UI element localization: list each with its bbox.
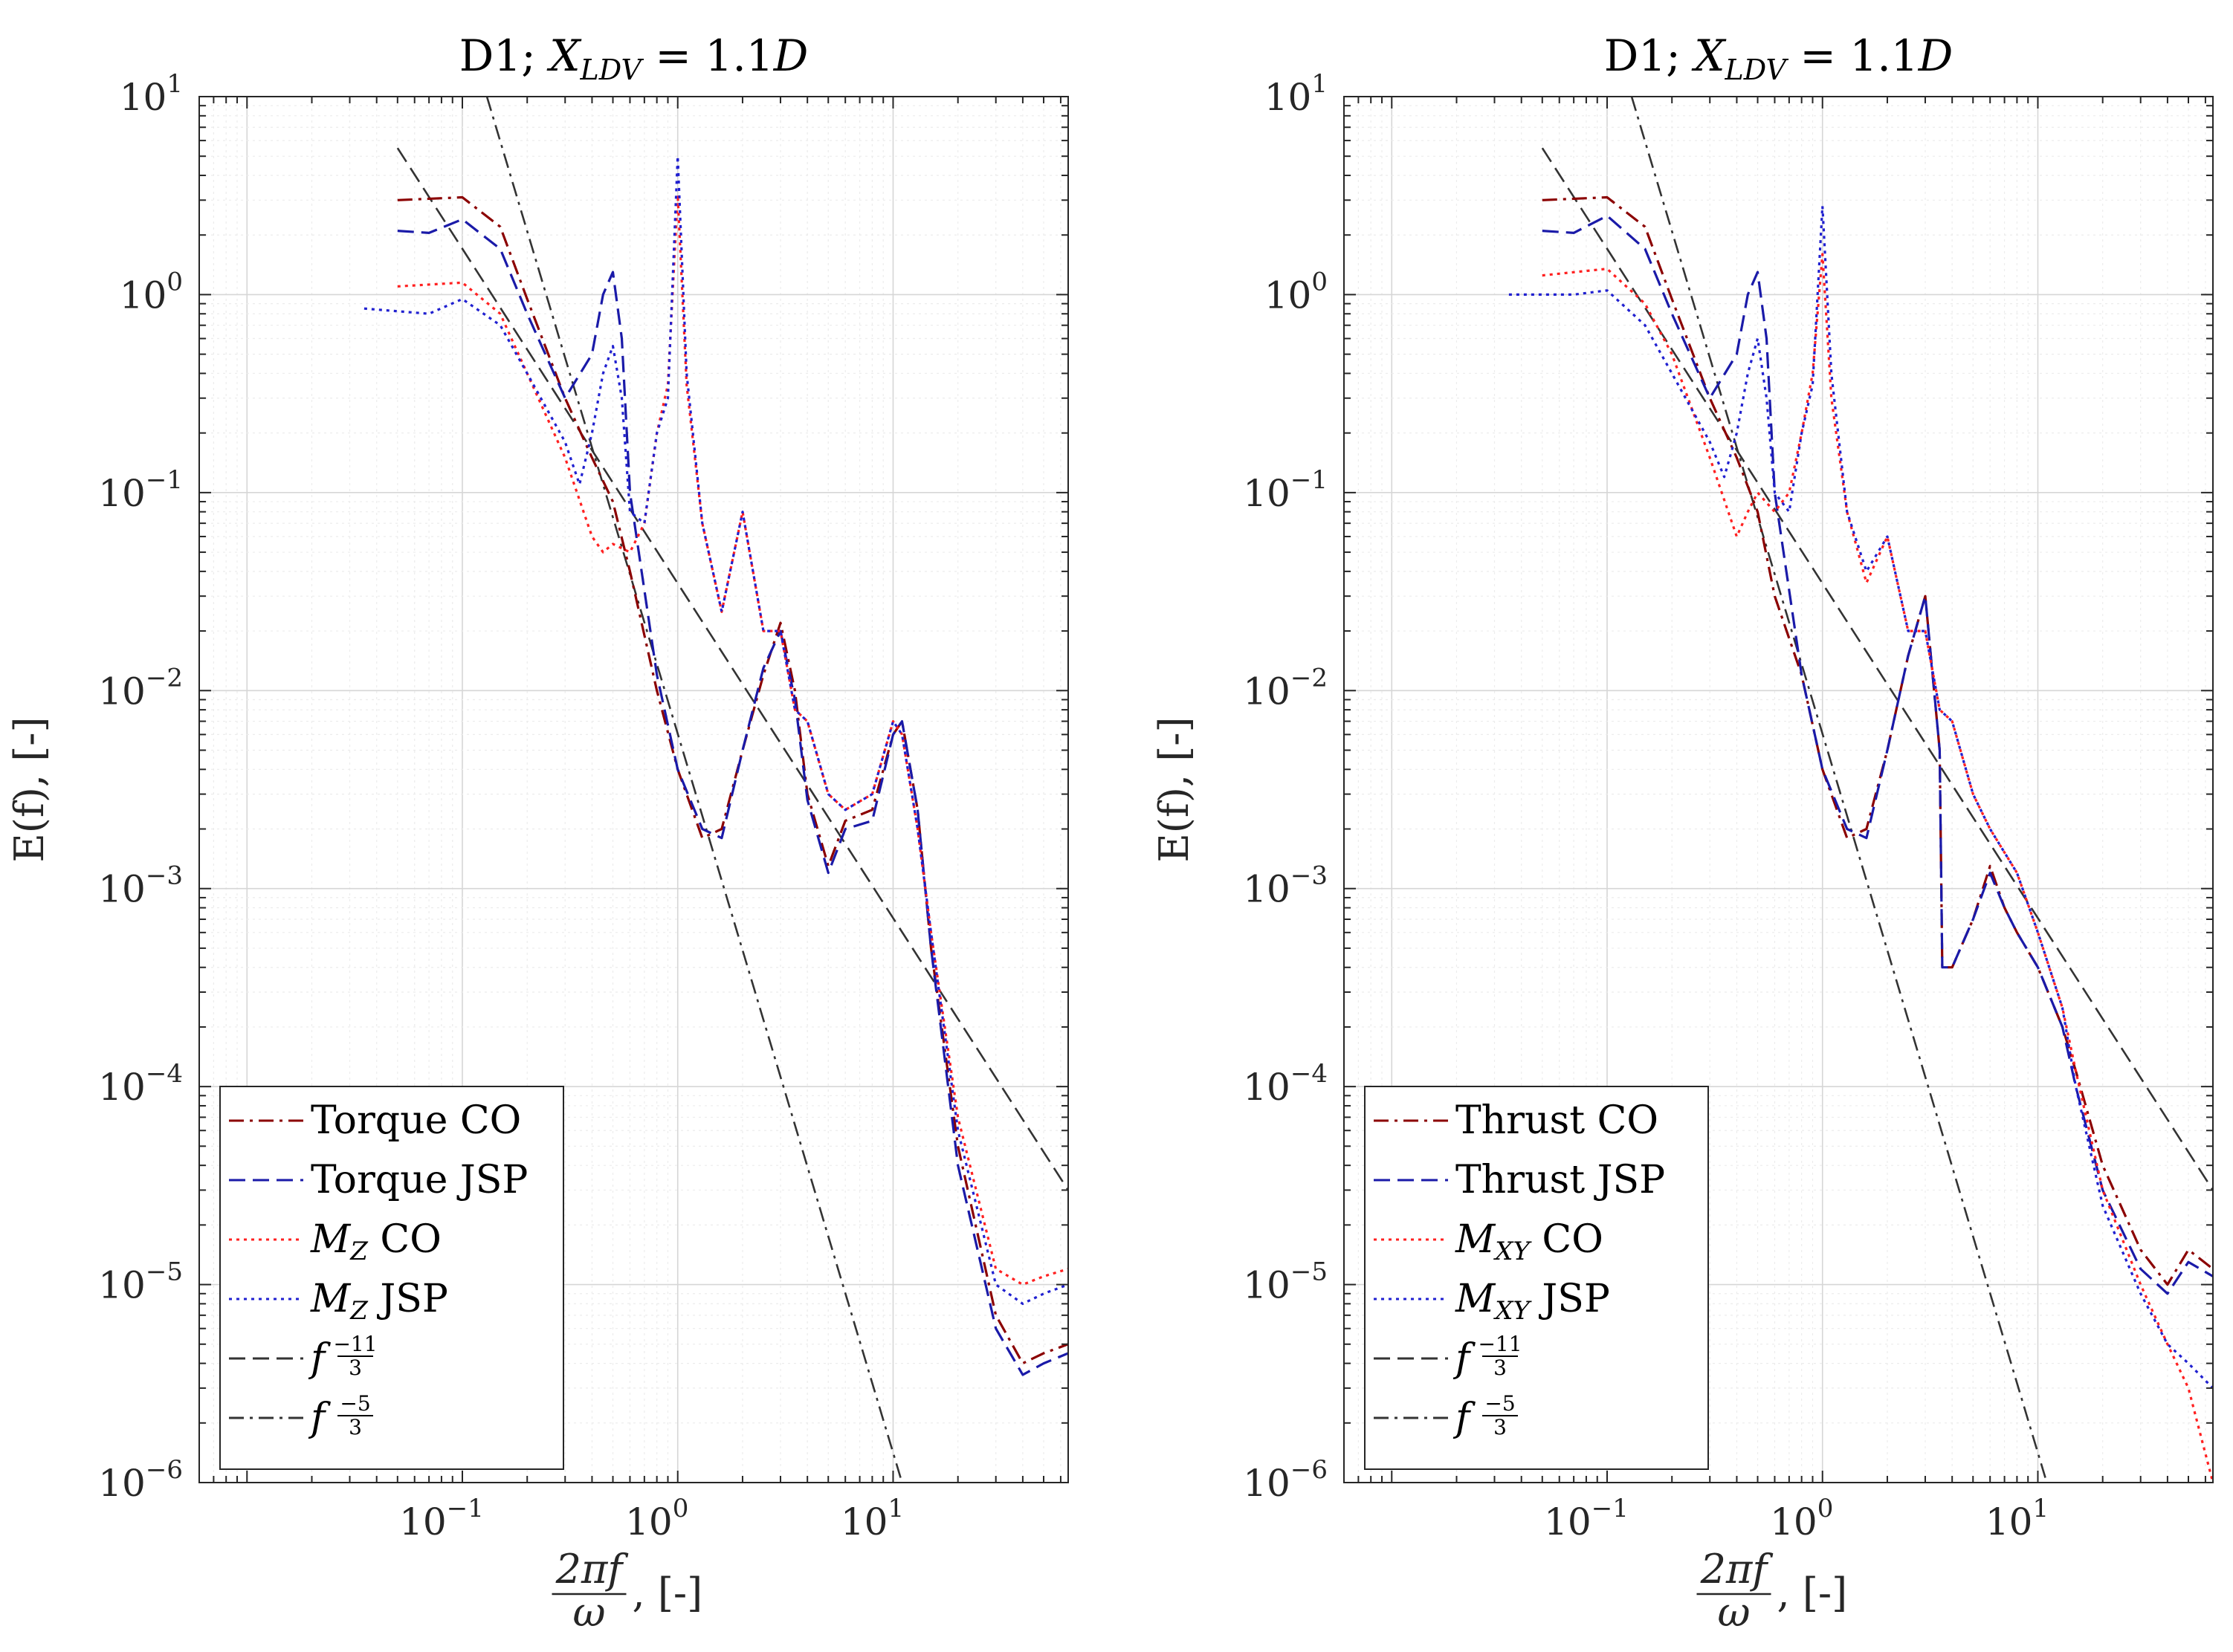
chart-panel-1: 10−1 100 101 101 100 10−1 10−2 10−3 10−4 10−5 10−6… (6, 30, 1069, 1636)
legend-exponent-numerator: −11 (333, 1332, 377, 1356)
legend-box (1364, 1086, 1709, 1470)
y-tick-label: 10−5 (1243, 1257, 1328, 1307)
x-tick-label: 10−1 (399, 1494, 484, 1544)
legend-exponent-denominator: 3 (1493, 1355, 1507, 1380)
legend-item: Thrust CO (1374, 1098, 1658, 1143)
y-tick-label: 101 (1264, 69, 1328, 119)
series-group (363, 97, 1068, 1483)
legend-item: MZ JSP (229, 1277, 448, 1326)
series-line-m-z-jsp (363, 155, 1068, 1306)
legend-label: MXY CO (1455, 1217, 1603, 1266)
legend-item: Torque JSP (229, 1158, 528, 1202)
legend-exponent-numerator: −5 (340, 1391, 370, 1416)
y-axis-label: E(f), [-] (1151, 716, 1198, 862)
legend-exponent-numerator: −11 (1478, 1332, 1522, 1356)
series-line-f-5-3- (1630, 97, 2048, 1483)
y-tick-label: 10−2 (98, 663, 183, 713)
x-tick-label: 101 (841, 1494, 904, 1544)
axes-box (1343, 96, 2214, 1483)
x-label-denominator: ω (572, 1589, 605, 1636)
series-group (1508, 97, 2213, 1483)
x-label-unit: , [-] (1777, 1570, 1848, 1616)
series-line-torque-jsp (397, 218, 1068, 1376)
y-tick-label: 10−3 (98, 861, 183, 911)
series-line-torque-co (397, 195, 1068, 1365)
legend-exponent-denominator: 3 (349, 1355, 362, 1380)
y-tick-label: 10−6 (98, 1455, 183, 1505)
x-label-numerator: 2πf (1700, 1546, 1774, 1593)
legend-label: Torque JSP (311, 1158, 528, 1202)
legend-label: Thrust CO (1455, 1098, 1658, 1143)
y-tick-label: 10−5 (98, 1257, 183, 1307)
x-tick-label: 10−1 (1544, 1494, 1629, 1544)
chart-title: D1; XLDV = 1.1D (1604, 30, 1953, 86)
series-line-f-5-3- (485, 97, 903, 1483)
legend-label: MZ JSP (310, 1277, 448, 1326)
y-tick-label: 10−1 (98, 465, 183, 515)
y-tick-label: 10−4 (1243, 1059, 1328, 1109)
y-tick-label: 10−1 (1243, 465, 1328, 515)
legend-label: MZ CO (310, 1217, 442, 1266)
legend-item: MXY JSP (1374, 1277, 1610, 1326)
y-tick-label: 10−2 (1243, 663, 1328, 713)
legend-item: MXY CO (1374, 1217, 1603, 1266)
legend-item: Thrust JSP (1374, 1158, 1665, 1202)
chart-panel-2: 10−1 100 101 101 100 10−1 10−2 10−3 10−4 10−5 10−6… (1151, 30, 2214, 1636)
x-label-denominator: ω (1717, 1589, 1750, 1636)
axes-box (198, 96, 1069, 1483)
x-tick-label: 100 (1770, 1494, 1833, 1544)
x-tick-label: 100 (625, 1494, 688, 1544)
legend-exponent-denominator: 3 (1493, 1415, 1507, 1439)
series-line-f-11-3- (1541, 147, 2213, 1191)
legend-label: Torque CO (311, 1098, 521, 1143)
legend-box (219, 1086, 564, 1470)
legend-exponent-denominator: 3 (349, 1415, 362, 1439)
x-label-numerator: 2πf (555, 1546, 629, 1593)
legend-item: MZ CO (229, 1217, 442, 1266)
ticks (1343, 96, 2213, 1483)
y-tick-label: 10−6 (1243, 1455, 1328, 1505)
y-tick-label: 10−3 (1243, 861, 1328, 911)
y-tick-label: 101 (120, 69, 183, 119)
ticks (198, 96, 1068, 1483)
y-tick-label: 100 (120, 267, 183, 317)
y-tick-label: 100 (1264, 267, 1328, 317)
legend-label: Thrust JSP (1455, 1158, 1665, 1202)
chart-title: D1; XLDV = 1.1D (459, 30, 808, 86)
legend-item: Torque CO (229, 1098, 521, 1143)
x-label-unit: , [-] (633, 1570, 703, 1616)
series-line-m-xy-co (1542, 253, 2213, 1483)
y-axis-label: E(f), [-] (6, 716, 53, 862)
legend-item: f −113 (229, 1332, 378, 1381)
legend-exponent-numerator: −5 (1484, 1391, 1515, 1416)
y-tick-label: 10−4 (98, 1059, 183, 1109)
series-line-f-11-3- (396, 147, 1068, 1191)
x-tick-label: 101 (1985, 1494, 2049, 1544)
series-line-m-xy-jsp (1508, 204, 2213, 1390)
legend-label: MXY JSP (1455, 1277, 1610, 1326)
